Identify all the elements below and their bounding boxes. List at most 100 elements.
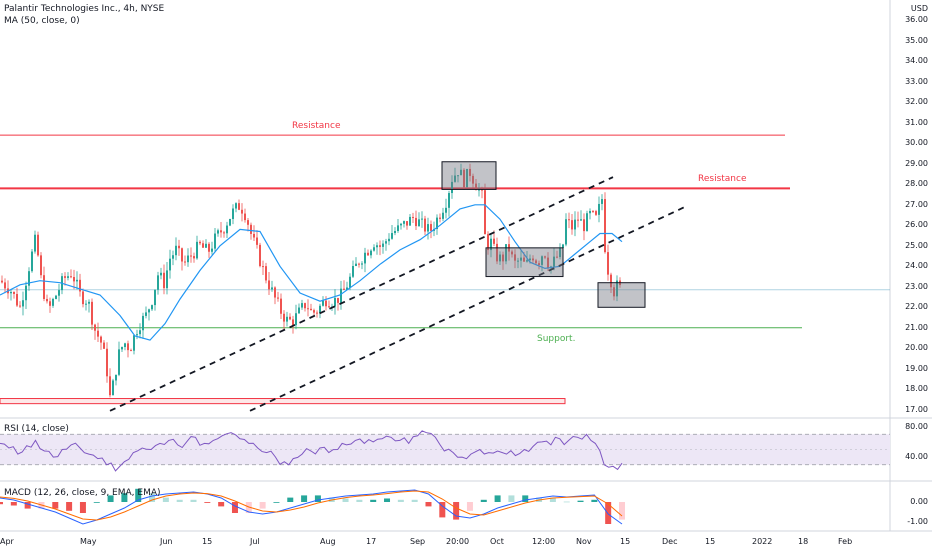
candle-body (583, 219, 585, 232)
macd-histogram-bar (605, 502, 612, 524)
candle-body (535, 260, 537, 264)
candle-body (151, 305, 153, 310)
candle-body (211, 248, 213, 252)
macd-histogram-bar (287, 497, 294, 502)
candle-body (289, 316, 291, 320)
candle-body (109, 376, 111, 396)
macd-legend[interactable]: MACD (12, 26, close, 9, EMA, EMA) (4, 488, 161, 498)
macd-histogram-bar (190, 499, 197, 502)
candle-body (307, 308, 309, 310)
macd-histogram-bar (10, 502, 17, 506)
candle-body (523, 257, 525, 262)
time-tick-label: Nov (576, 537, 592, 546)
candle-body (445, 207, 447, 213)
candle-body (94, 324, 96, 331)
macd-histogram-bar (397, 499, 404, 502)
candle-body (352, 266, 354, 277)
candle-body (349, 276, 351, 288)
candle-body (70, 276, 72, 278)
candle-body (376, 245, 378, 248)
candle-body (472, 175, 474, 184)
candle-body (412, 216, 414, 218)
macd-histogram-bar (107, 495, 114, 502)
candle-body (130, 350, 132, 352)
macd-histogram-bar (218, 502, 225, 507)
candle-body (454, 175, 456, 182)
price-tick-label: 34.00 (905, 56, 928, 66)
macd-histogram-bar (149, 493, 156, 502)
candle-body (46, 298, 48, 302)
candle-body (328, 306, 330, 308)
candle-body (292, 319, 294, 326)
candle-body (598, 203, 600, 215)
candle-body (274, 287, 276, 298)
macd-histogram-bar (121, 493, 128, 502)
candle-body (262, 266, 264, 268)
candle-body (1, 280, 3, 283)
ma-legend[interactable]: MA (50, close, 0) (4, 16, 80, 26)
candle-body (256, 237, 258, 245)
candle-body (322, 300, 324, 306)
macd-histogram-bar (619, 502, 625, 520)
candle-body (217, 230, 219, 234)
time-tick-label: 12:00 (532, 537, 556, 546)
candle-body (202, 243, 204, 248)
candle-body (187, 255, 189, 263)
candle-body (145, 312, 147, 316)
candle-body (85, 303, 87, 305)
candle-body (241, 209, 243, 214)
macd-tick-label: -1.00 (907, 517, 928, 526)
macd-histogram-bar (453, 502, 460, 520)
time-tick-label: Jun (160, 537, 173, 546)
candle-body (562, 244, 564, 249)
candle-body (577, 219, 579, 221)
candle-body (160, 272, 162, 276)
time-tick-label: 20:00 (446, 537, 470, 546)
candle-body (559, 248, 561, 258)
candle-body (64, 276, 66, 278)
candle-body (463, 169, 465, 188)
candle-body (163, 272, 165, 289)
candle-body (526, 260, 528, 262)
candle-body (382, 243, 384, 247)
candle-body (490, 238, 492, 251)
candle-body (571, 220, 573, 230)
candle-body (10, 291, 12, 294)
candle-body (16, 293, 18, 306)
price-tick-label: 18.00 (905, 384, 928, 394)
candle-body (460, 169, 462, 176)
candle-body (139, 330, 141, 335)
candle-body (67, 276, 69, 278)
rsi-legend[interactable]: RSI (14, close) (4, 424, 69, 434)
candle-body (415, 217, 417, 227)
macd-histogram-bar (342, 498, 349, 502)
symbol-title[interactable]: Palantir Technologies Inc., 4h, NYSE (4, 4, 165, 14)
candle-body (343, 288, 345, 290)
candle-body (124, 343, 126, 348)
candle-body (340, 288, 342, 303)
price-tick-label: 24.00 (905, 261, 928, 271)
macd-histogram-bar (577, 500, 584, 502)
candle-body (529, 258, 531, 261)
demand-zone-box (0, 398, 566, 405)
candle-body (574, 219, 576, 230)
candle-body (136, 334, 138, 336)
candle-body (589, 210, 591, 214)
candle-body (427, 224, 429, 232)
upper-trendline (109, 176, 614, 412)
time-tick-label: Jul (250, 537, 260, 546)
candle-body (172, 255, 174, 259)
time-tick-label: Apr (0, 537, 14, 546)
macd-histogram-bar (0, 502, 3, 505)
support-label: Support. (537, 334, 576, 344)
resistance-upper-label: Resistance (292, 121, 341, 131)
candle-body (532, 258, 534, 261)
time-tick-label: 18 (798, 537, 809, 546)
candle-body (19, 305, 21, 307)
rsi-tick-label: 40.00 (905, 452, 928, 462)
candle-body (112, 380, 114, 396)
candle-body (301, 303, 303, 308)
candle-body (586, 213, 588, 232)
candle-body (37, 234, 39, 256)
